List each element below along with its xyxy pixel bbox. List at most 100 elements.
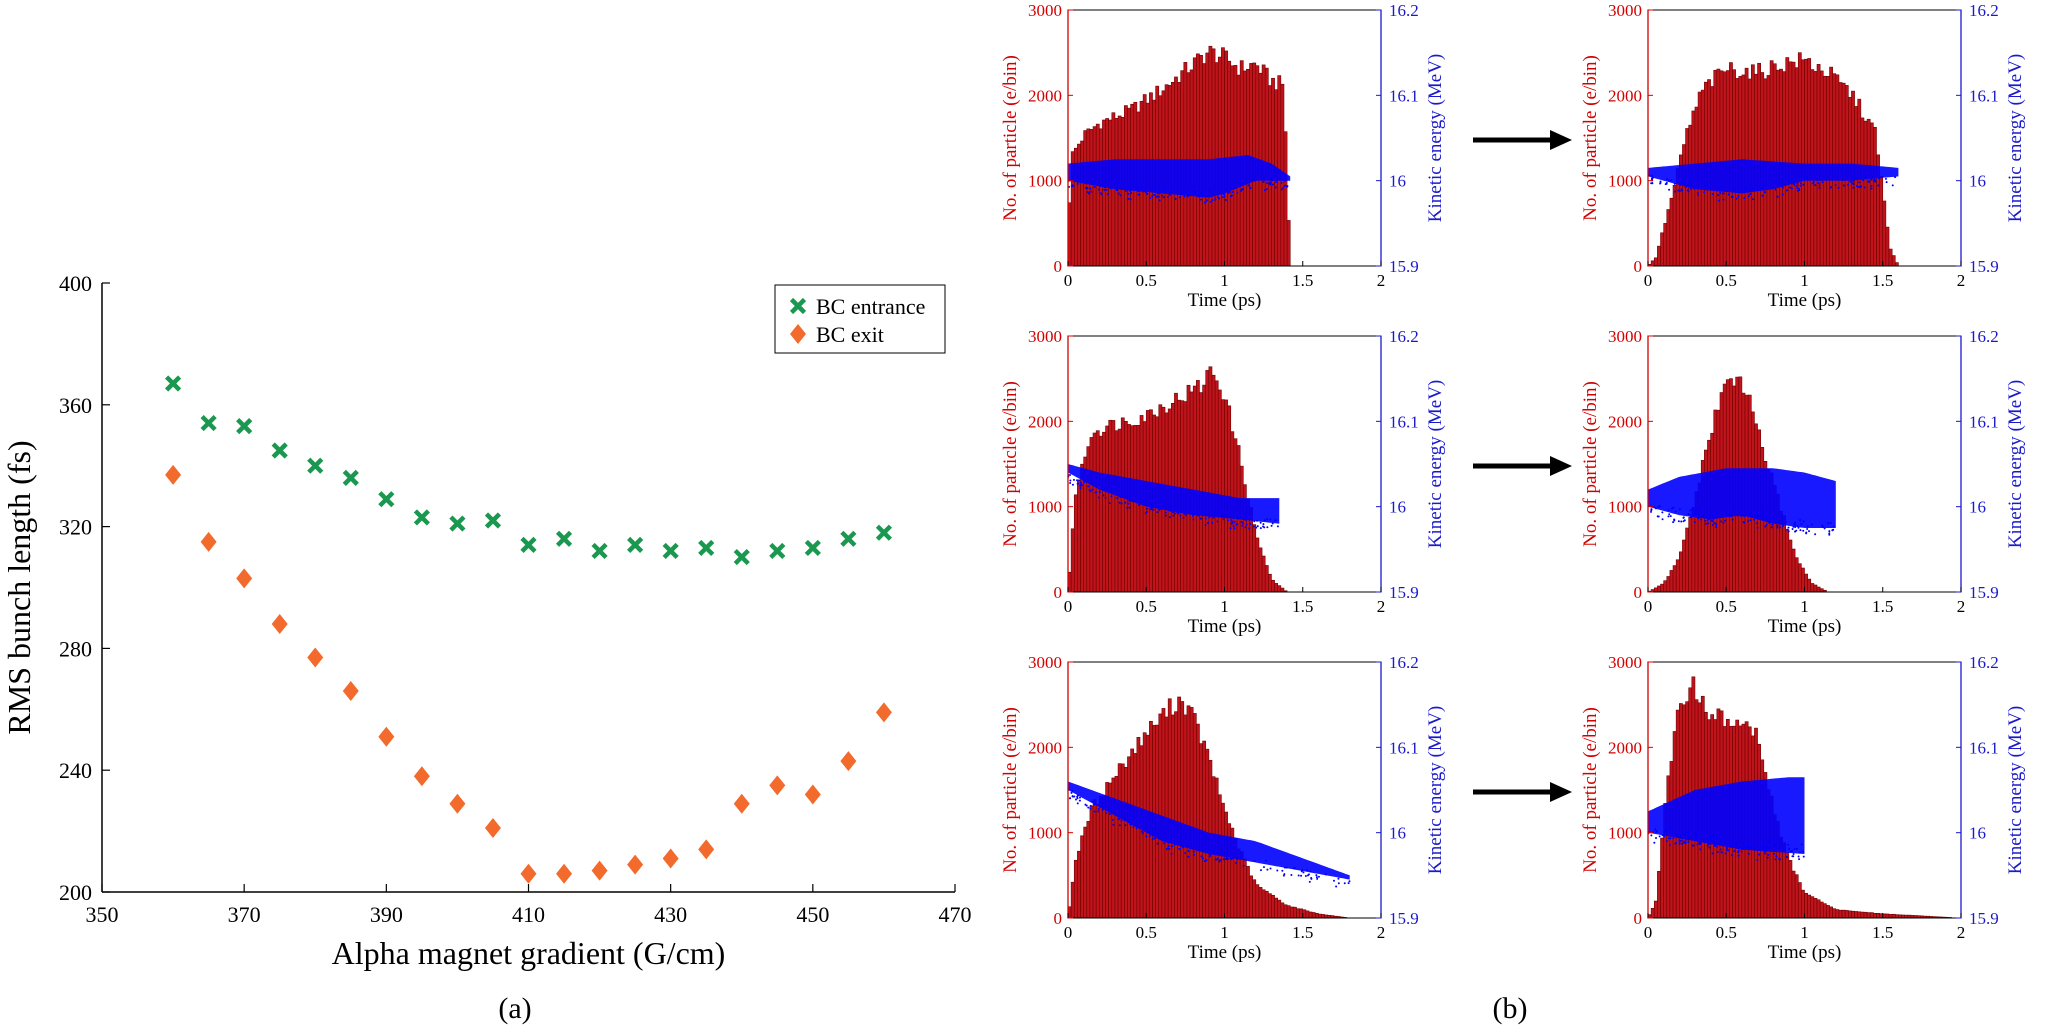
energy-particle	[1667, 827, 1670, 830]
histogram-bar	[1086, 821, 1091, 919]
energy-particle	[1229, 527, 1232, 530]
energy-particle	[1129, 190, 1132, 193]
energy-particle	[1222, 514, 1225, 517]
energy-particle	[1776, 526, 1779, 529]
histogram-bar	[1650, 260, 1655, 267]
legend-marker-bc-exit	[790, 324, 806, 344]
x-tick-label: 430	[654, 902, 687, 927]
energy-particle	[1084, 479, 1087, 482]
energy-particle	[1740, 850, 1743, 853]
energy-particle	[1712, 840, 1715, 843]
histogram-bar	[1280, 902, 1285, 919]
energy-particle	[1211, 199, 1214, 202]
energy-particle	[1792, 525, 1795, 528]
energy-particle	[1158, 192, 1161, 195]
energy-particle	[1743, 197, 1746, 200]
energy-particle	[1704, 522, 1707, 525]
bc-entrance-point	[875, 524, 893, 541]
energy-particle	[1309, 870, 1312, 873]
energy-particle	[1878, 177, 1881, 180]
energy-particle	[1871, 175, 1874, 178]
energy-particle	[1698, 841, 1701, 844]
energy-particle	[1814, 184, 1817, 187]
energy-particle	[1256, 519, 1259, 522]
energy-particle	[1765, 848, 1768, 851]
energy-particle	[1337, 877, 1340, 880]
energy-particle	[1170, 852, 1173, 855]
bc-exit-point	[627, 854, 644, 875]
energy-particle	[1169, 191, 1172, 194]
energy-particle	[1151, 506, 1154, 509]
histogram-bar	[1891, 255, 1896, 267]
energy-particle	[1829, 522, 1832, 525]
energy-particle	[1774, 858, 1777, 861]
energy-particle	[1747, 845, 1750, 848]
right-tick-label: 16.1	[1389, 412, 1419, 431]
energy-particle	[1130, 188, 1133, 191]
energy-particle	[1714, 845, 1717, 848]
energy-particle	[1192, 514, 1195, 517]
subplot-row2-left: 0 0.5 1 1.5 2 0 1000 2000 3000 15.9 16 16.1 16.2 Time…	[1000, 327, 1446, 637]
energy-particle	[1661, 518, 1664, 521]
energy-particle	[1799, 519, 1802, 522]
energy-particle	[1763, 846, 1766, 849]
left-axis-label: No. of particle (e/bin)	[1580, 381, 1601, 547]
energy-particle	[1194, 191, 1197, 194]
x-tick-label: 1.5	[1872, 597, 1893, 616]
left-tick-label: 3000	[1028, 653, 1062, 672]
bc-exit-point	[200, 531, 217, 552]
energy-particle	[1706, 515, 1709, 518]
energy-particle	[1145, 835, 1148, 838]
energy-particle	[1775, 855, 1778, 858]
energy-particle	[1731, 854, 1734, 857]
energy-particle	[1674, 510, 1677, 513]
histogram-bar	[1127, 756, 1131, 919]
energy-particle	[1877, 184, 1880, 187]
energy-particle	[1197, 514, 1200, 517]
energy-particle	[1737, 851, 1740, 854]
energy-particle	[1818, 186, 1821, 189]
energy-particle	[1283, 873, 1286, 876]
histogram-bar	[1274, 897, 1279, 919]
energy-particle	[1792, 855, 1795, 858]
histogram-bar	[1308, 911, 1313, 919]
energy-particle	[1200, 855, 1203, 858]
energy-particle	[1711, 523, 1714, 526]
energy-particle	[1192, 850, 1195, 853]
histogram-bar	[1829, 906, 1833, 919]
energy-particle	[1681, 189, 1684, 192]
x-tick-label: 2	[1957, 271, 1966, 290]
histogram-bar	[1860, 117, 1865, 267]
energy-particle	[1223, 195, 1226, 198]
energy-particle	[1667, 509, 1670, 512]
energy-particle	[1253, 860, 1256, 863]
energy-particle	[1894, 176, 1897, 179]
energy-particle	[1231, 191, 1234, 194]
energy-particle	[1183, 195, 1186, 198]
left-tick-label: 2000	[1608, 86, 1642, 105]
energy-particle	[1679, 184, 1682, 187]
energy-particle	[1787, 843, 1790, 846]
energy-particle	[1265, 188, 1268, 191]
energy-particle	[1678, 836, 1681, 839]
energy-particle	[1768, 841, 1771, 844]
energy-particle	[1259, 869, 1262, 872]
energy-particle	[1794, 526, 1797, 529]
histogram-bar	[1785, 851, 1790, 919]
energy-particle	[1214, 513, 1217, 516]
energy-particle	[1784, 520, 1787, 523]
energy-particle	[1300, 874, 1303, 877]
energy-particle	[1689, 183, 1692, 186]
left-tick-label: 2000	[1028, 412, 1062, 431]
bc-exit-point	[591, 860, 608, 881]
energy-particle	[1233, 520, 1236, 523]
energy-particle	[1659, 181, 1662, 184]
energy-particle	[1081, 484, 1084, 487]
energy-particle	[1283, 866, 1286, 869]
histogram-bar	[1813, 898, 1818, 919]
energy-particle	[1082, 180, 1085, 183]
energy-particle	[1668, 188, 1671, 191]
energy-particle	[1712, 517, 1715, 520]
energy-particle	[1731, 196, 1734, 199]
energy-particle	[1276, 869, 1279, 872]
